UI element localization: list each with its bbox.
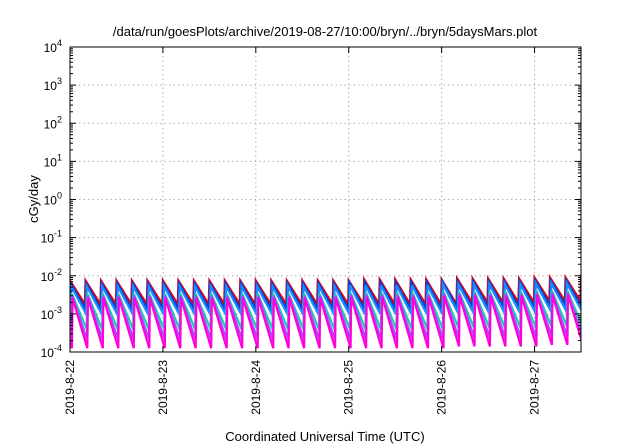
x-tick-label: 2019-8-24	[249, 360, 263, 415]
x-tick-label: 2019-8-22	[63, 360, 77, 415]
y-tick-label: 10-3	[41, 305, 62, 322]
x-axis-ticks: 2019-8-22 2019-8-23 2019-8-24 2019-8-25 2019…	[63, 47, 542, 415]
x-tick-label: 2019-8-27	[528, 360, 542, 415]
grid	[70, 47, 581, 352]
y-tick-label: 10-2	[41, 267, 62, 284]
y-axis-label: cGy/day	[26, 175, 41, 223]
x-tick-label: 2019-8-23	[156, 360, 170, 415]
y-tick-label: 101	[44, 152, 62, 169]
plot-frame	[69, 46, 582, 353]
x-tick-label: 2019-8-25	[342, 360, 356, 415]
y-tick-label: 104	[44, 38, 62, 55]
y-tick-label: 102	[44, 114, 62, 131]
y-tick-label: 100	[44, 191, 62, 208]
plot-area	[70, 273, 581, 349]
y-tick-label: 103	[44, 76, 62, 93]
y-tick-label: 10-1	[41, 229, 62, 246]
x-axis-label: Coordinated Universal Time (UTC)	[225, 429, 424, 444]
series-line-6	[70, 294, 581, 349]
x-tick-label: 2019-8-26	[435, 360, 449, 415]
y-tick-label: 10-4	[41, 343, 62, 360]
chart-title: /data/run/goesPlots/archive/2019-08-27/1…	[113, 24, 538, 39]
